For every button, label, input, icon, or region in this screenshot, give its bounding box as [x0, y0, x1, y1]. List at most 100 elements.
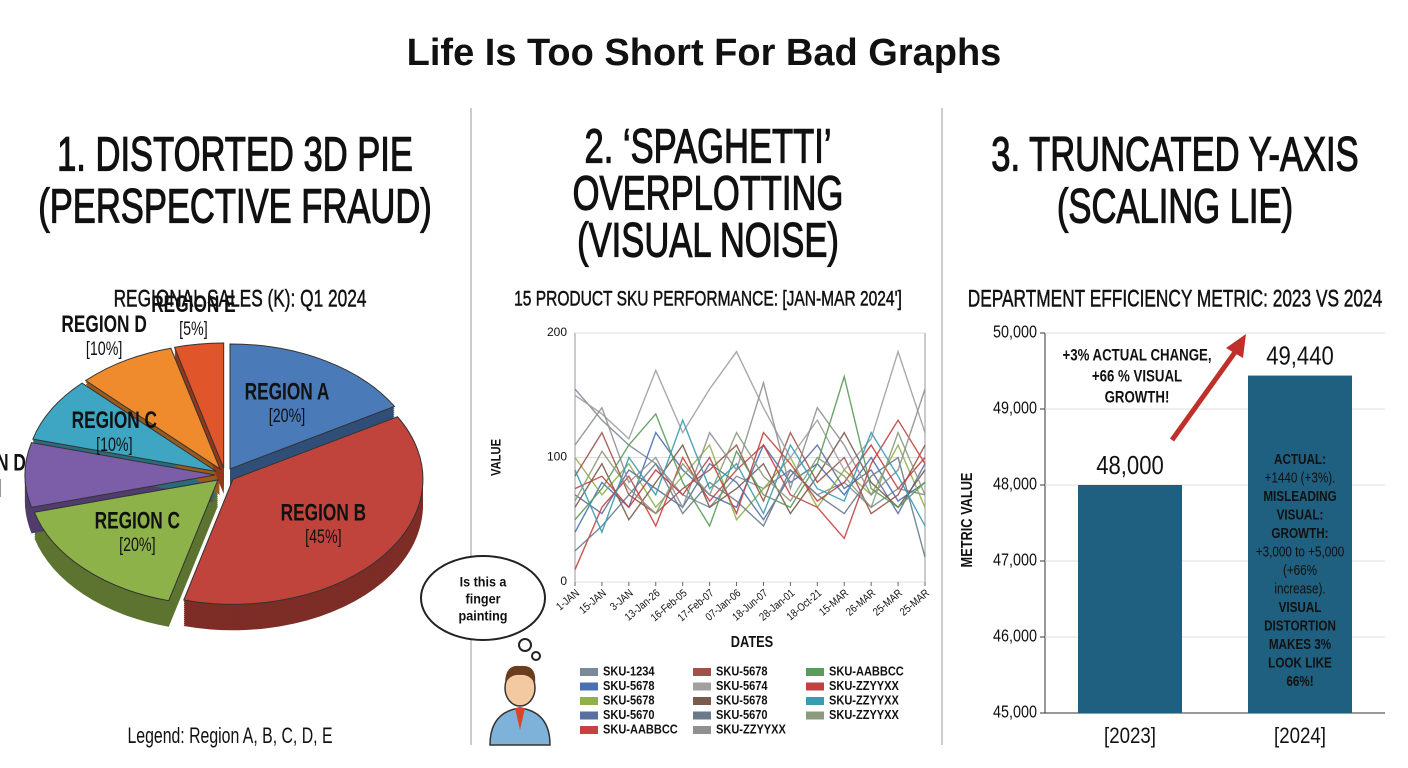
legend-label: SKU-ZZYYXX: [716, 722, 786, 737]
legend-swatch: [580, 726, 598, 734]
y-tick-label: 45,000: [993, 702, 1037, 722]
bar-note: ACTUAL:: [1274, 451, 1326, 468]
panel-heading: (SCALING LIE): [1057, 179, 1293, 233]
pie-value-label: [5%]: [179, 318, 208, 339]
chart-title: REGIONAL SALES (K): Q1 2024: [114, 286, 367, 312]
page-title: Life Is Too Short For Bad Graphs: [407, 32, 1002, 74]
pie-slice: [183, 416, 424, 605]
pie-label: REGION A: [245, 379, 330, 405]
pie-label: REGION D: [61, 312, 146, 338]
y-tick-label: 47,000: [993, 550, 1037, 570]
pie-value-label: [10%]: [96, 434, 132, 455]
annotation: +3% ACTUAL CHANGE,: [1062, 346, 1211, 365]
panel-heading: (PERSPECTIVE FRAUD): [38, 179, 432, 233]
legend-swatch: [580, 668, 598, 676]
panel-heading: 2. ‘SPAGHETTI’: [584, 119, 831, 173]
panel-heading: 3. TRUNCATED Y-AXIS: [991, 127, 1358, 181]
bar-note: +1440 (+3%).: [1265, 469, 1336, 486]
annotation-arrowhead: [1226, 334, 1246, 358]
legend-label: SKU-1234: [603, 664, 655, 679]
pie-label: REGION C: [72, 407, 157, 433]
legend-label: SKU-ZZYYXX: [829, 693, 899, 708]
legend-swatch: [580, 682, 598, 691]
pie-slice: [24, 442, 216, 508]
pie-value-label: [10%]: [86, 338, 122, 359]
x-tick-label: [2023]: [1104, 724, 1156, 748]
y-tick-label: 0: [560, 574, 567, 588]
series-line: [574, 431, 926, 522]
panel-heading: (VISUAL NOISE): [577, 213, 839, 267]
y-tick-label: 48,000: [993, 474, 1037, 494]
chart-title: 15 PRODUCT SKU PERFORMANCE: [JAN-MAR 202…: [514, 286, 902, 310]
legend-label: SKU-AABBCC: [603, 722, 678, 737]
series-line: [574, 418, 926, 535]
y-tick-label: 200: [547, 325, 567, 339]
y-tick-label: 46,000: [993, 626, 1037, 646]
pie-value-label: [20%]: [119, 534, 155, 555]
panel-heading: OVERPLOTTING: [573, 166, 844, 220]
legend-label: SKU-5670: [603, 707, 655, 722]
y-tick-label: 49,000: [993, 398, 1037, 418]
bar-note: DISTORTION: [1264, 617, 1336, 634]
pie-value-label: [45%]: [305, 526, 341, 547]
x-tick-label: [2024]: [1274, 724, 1326, 748]
person-icon: [489, 665, 551, 746]
bar-note: LOOK LIKE: [1268, 654, 1332, 671]
bar-note: GROWTH:: [1271, 525, 1328, 542]
legend-label: SKU-5678: [716, 664, 768, 679]
legend-label: SKU-ZZYYXX: [829, 678, 899, 693]
bar-note: 66%!: [1286, 673, 1313, 690]
legend-label: SKU-5670: [716, 707, 768, 722]
series-line: [574, 418, 926, 570]
x-axis-label: DATES: [731, 634, 774, 652]
legend-label: SKU-ZZYYXX: [829, 707, 899, 722]
annotation: GROWTH!: [1105, 388, 1170, 407]
pie-slice: [32, 382, 217, 472]
legend-swatch: [806, 711, 824, 720]
pie-slice: [229, 343, 396, 470]
chart-title: DEPARTMENT EFFICIENCY METRIC: 2023 VS 20…: [968, 286, 1383, 312]
legend-swatch: [693, 697, 711, 705]
y-axis-label: VALUE: [489, 439, 504, 476]
series-line: [574, 456, 926, 558]
panel-heading: 1. DISTORTED 3D PIE: [57, 127, 413, 181]
bar-note: VISUAL: [1279, 599, 1322, 616]
bar-value-label: 49,440: [1266, 342, 1334, 371]
legend-label: SKU-5678: [716, 693, 768, 708]
legend-swatch: [580, 711, 598, 720]
bar-value-label: 48,000: [1096, 451, 1164, 480]
bar-note: MAKES 3%: [1269, 636, 1331, 653]
pie-label: REGION B: [281, 500, 366, 526]
thought-bubble: [420, 555, 546, 661]
legend-swatch: [693, 711, 711, 720]
pie-slice: [33, 479, 219, 602]
pie-label: REGION C: [95, 508, 180, 534]
annotation-arrow: [1169, 346, 1241, 442]
y-tick-label: 100: [547, 450, 567, 464]
series-line: [574, 431, 926, 516]
bar-note: +3,000 to +5,000: [1256, 543, 1344, 560]
pie-value-label: [20%]: [269, 405, 305, 426]
pie-value-label: [10%]: [0, 476, 1, 497]
legend-swatch: [693, 668, 711, 676]
series-line: [574, 443, 926, 522]
legend-label: SKU-AABBCC: [829, 664, 904, 679]
pie-label: REGION D: [0, 450, 26, 476]
legend-label: SKU-5678: [603, 693, 655, 708]
series-line: [574, 430, 926, 515]
y-axis-label: METRIC VALUE: [959, 472, 977, 567]
pie-label: REGION E: [151, 292, 236, 318]
legend-swatch: [693, 726, 711, 734]
callout-text: painting: [459, 608, 508, 624]
legend-note: Legend: Region A, B, C, D, E: [127, 724, 332, 748]
pie-slice: [84, 347, 222, 471]
legend-swatch: [806, 682, 824, 691]
pie-slice: [173, 342, 225, 469]
legend-label: SKU-5678: [603, 678, 655, 693]
bar: [1078, 485, 1182, 713]
legend-swatch: [693, 682, 711, 691]
bar-note: increase).: [1274, 580, 1325, 597]
bar-note: (+66%: [1283, 562, 1317, 579]
